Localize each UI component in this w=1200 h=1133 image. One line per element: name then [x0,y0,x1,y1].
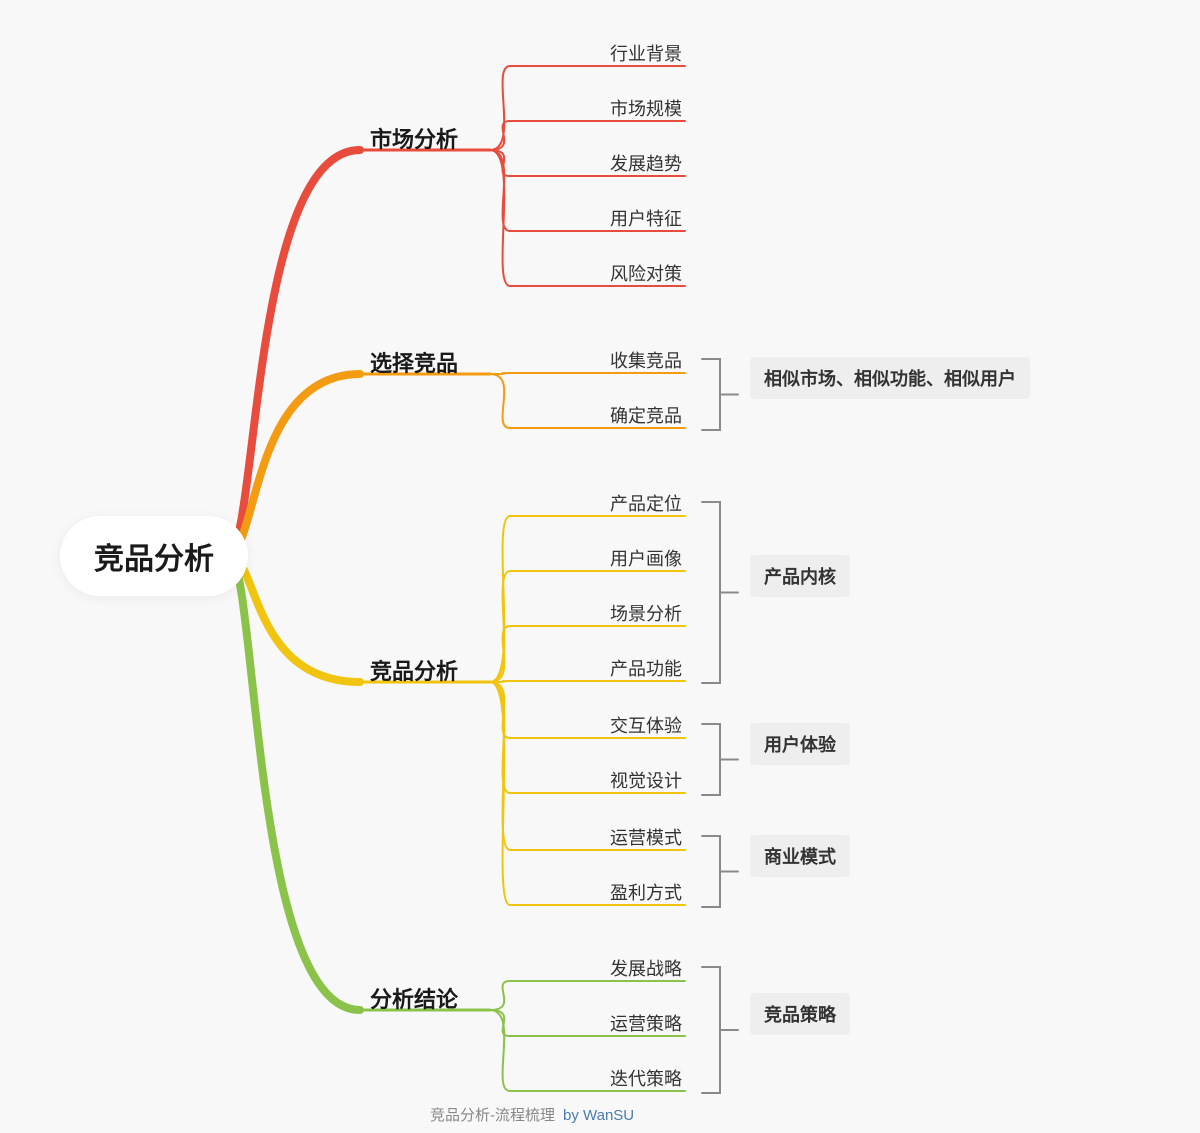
leaf-label: 发展战略 [610,955,682,981]
leaf-label: 迭代策略 [610,1065,682,1091]
group-box: 竞品策略 [750,993,850,1035]
leaf-label: 用户画像 [610,545,682,571]
leaf-label: 用户特征 [610,205,682,231]
leaf-label: 产品功能 [610,655,682,681]
leaf-label: 运营模式 [610,824,682,850]
leaf-label: 交互体验 [610,712,682,738]
leaf-label: 确定竞品 [610,402,682,428]
branch-label: 竞品分析 [370,654,458,686]
branch-label: 分析结论 [370,982,458,1014]
group-box: 产品内核 [750,555,850,597]
root-node: 竞品分析 [60,516,248,596]
branch-label: 市场分析 [370,122,458,154]
leaf-label: 盈利方式 [610,879,682,905]
leaf-label: 发展趋势 [610,150,682,176]
branch-label: 选择竞品 [370,346,458,378]
mindmap-stage: 竞品分析 市场分析 行业背景市场规模发展趋势用户特征风险对策选择竞品 收集竞品确定竞品… [0,0,1200,1133]
caption-text: 竞品分析-流程梳理 [430,1107,555,1124]
leaf-label: 市场规模 [610,95,682,121]
leaf-label: 场景分析 [610,600,682,626]
group-box: 商业模式 [750,835,850,877]
leaf-label: 产品定位 [610,490,682,516]
group-box: 用户体验 [750,723,850,765]
leaf-label: 收集竞品 [610,347,682,373]
group-box: 相似市场、相似功能、相似用户 [750,357,1030,399]
leaf-label: 运营策略 [610,1010,682,1036]
caption-author: by WanSU [563,1107,634,1124]
leaf-label: 风险对策 [610,260,682,286]
leaf-label: 行业背景 [610,40,682,66]
caption: 竞品分析-流程梳理 by WanSU [430,1104,634,1125]
leaf-label: 视觉设计 [610,767,682,793]
